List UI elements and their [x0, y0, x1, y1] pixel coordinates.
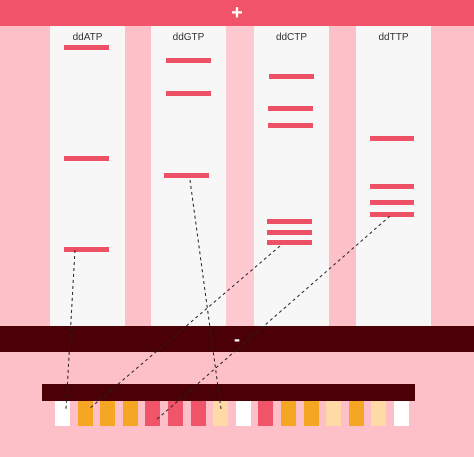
band	[164, 173, 209, 178]
sequence-cell	[145, 401, 160, 426]
band	[370, 136, 414, 141]
band	[267, 230, 312, 235]
band	[64, 45, 109, 50]
band	[166, 58, 211, 63]
sequence-bar	[42, 384, 415, 401]
sequence-cell	[100, 401, 115, 426]
band	[64, 156, 109, 161]
sequence-cell	[371, 401, 386, 426]
band	[64, 247, 109, 252]
sequence-cell	[281, 401, 296, 426]
positive-electrode-bar: +	[0, 0, 474, 26]
sequence-cell	[236, 401, 251, 426]
sequence-cell	[258, 401, 273, 426]
sequence-cell	[168, 401, 183, 426]
band	[267, 240, 312, 245]
lane-label: ddTTP	[378, 32, 409, 43]
plus-sign: +	[231, 2, 243, 24]
band	[268, 123, 313, 128]
negative-electrode-bar: -	[0, 326, 474, 352]
lane-label: ddGTP	[172, 32, 205, 43]
sequence-cell	[78, 401, 93, 426]
sequence-cell	[394, 401, 409, 426]
band	[370, 212, 414, 217]
lane-label: ddCTP	[275, 32, 308, 43]
sequence-cell	[304, 401, 319, 426]
sequence-cell	[191, 401, 206, 426]
lane-label: ddATP	[72, 32, 103, 43]
sequence-cell	[349, 401, 364, 426]
band	[268, 106, 313, 111]
band	[269, 74, 314, 79]
minus-sign: -	[234, 329, 240, 349]
sequence-cell	[55, 401, 70, 426]
band	[370, 184, 414, 189]
band	[267, 219, 312, 224]
lane-ddgtp: ddGTP	[151, 26, 226, 326]
band	[370, 200, 414, 205]
sequence-cell	[213, 401, 228, 426]
sequence-cell	[326, 401, 341, 426]
sequence-cell	[123, 401, 138, 426]
band	[166, 91, 211, 96]
lane-ddctp: ddCTP	[254, 26, 329, 326]
lane-ddatp: ddATP	[50, 26, 125, 326]
lane-ddttp: ddTTP	[356, 26, 431, 326]
gel-stripe	[225, 26, 255, 326]
